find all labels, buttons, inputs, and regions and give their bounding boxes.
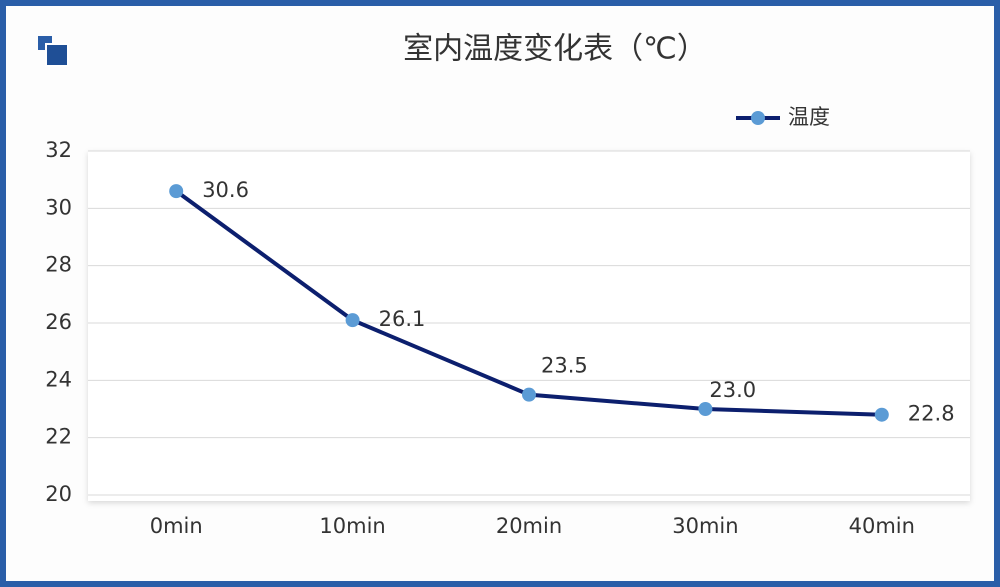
value-label: 23.5: [541, 354, 588, 378]
x-tick-label: 30min: [672, 514, 738, 538]
value-label: 30.6: [202, 178, 249, 202]
value-label: 26.1: [379, 307, 426, 331]
y-tick-label: 28: [45, 253, 72, 277]
y-tick-label: 26: [45, 310, 72, 334]
x-tick-label: 40min: [849, 514, 915, 538]
x-tick-label: 0min: [150, 514, 203, 538]
marker: [169, 184, 184, 199]
chart: 室内温度变化表（℃） 20 22 24 26 28 30 32 0min 10min 20min 3…: [38, 32, 970, 538]
y-tick-label: 24: [45, 367, 72, 391]
marker: [522, 387, 536, 402]
x-tick-label: 20min: [496, 514, 562, 538]
legend-label: 温度: [788, 105, 830, 129]
marker: [874, 407, 889, 422]
marker: [698, 402, 713, 416]
icon: [45, 43, 69, 67]
marker: [345, 313, 360, 328]
y-tick-label: 20: [45, 482, 72, 506]
plot-area: [88, 151, 970, 501]
x-tick-label: 10min: [319, 514, 385, 538]
y-tick-label: 22: [45, 425, 72, 449]
chart-title: 室内温度变化表（℃）: [403, 32, 707, 67]
value-label: 22.8: [908, 402, 955, 426]
y-tick-label: 32: [45, 138, 72, 162]
y-tick-label: 30: [45, 195, 72, 219]
value-label: 23.0: [709, 378, 756, 402]
legend-marker: [751, 111, 765, 125]
